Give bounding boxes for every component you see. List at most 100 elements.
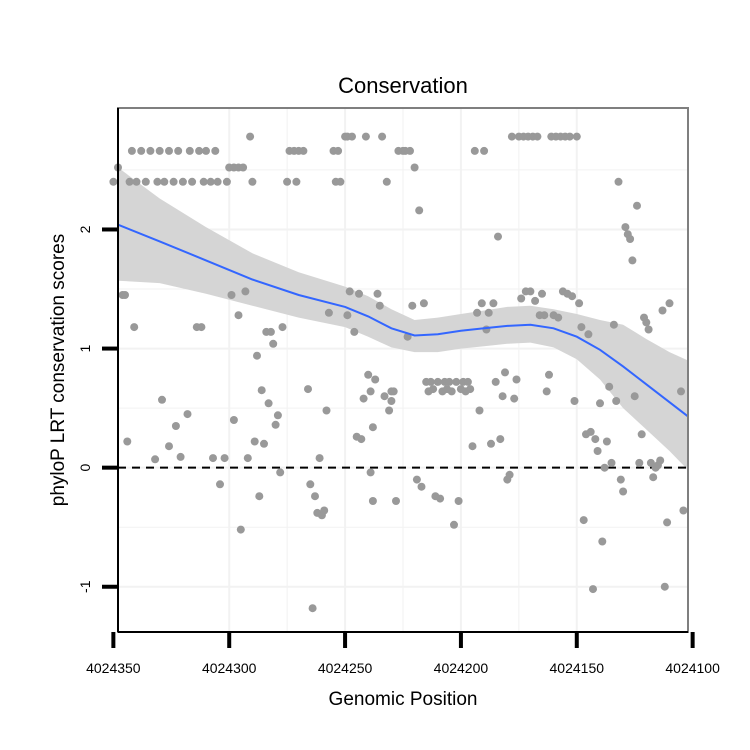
data-point [255,492,264,501]
data-point [473,308,482,317]
data-point [575,299,584,308]
data-point [510,394,519,403]
data-point [637,430,646,439]
data-point [229,416,238,424]
data-point [125,177,134,186]
data-point [419,299,428,308]
data-point [278,323,287,332]
data-point [579,516,588,525]
data-point [498,392,507,401]
data-point [195,146,204,155]
data-point [324,308,333,317]
data-point [283,177,292,186]
data-point [151,455,160,464]
y-tick-label: 2 [77,225,93,233]
data-point [382,177,391,186]
data-point [304,385,312,394]
data-point [227,291,236,299]
data-point [199,177,208,186]
data-point [174,146,183,155]
data-point [452,377,461,386]
data-point [366,387,375,396]
x-tick-label: 4024250 [318,660,373,676]
data-point [572,132,581,141]
data-point [630,392,639,401]
data-point [109,177,118,186]
data-point [614,177,623,186]
y-tick-label: 0 [77,464,93,472]
data-point [292,177,301,186]
data-point [496,435,505,444]
data-point [616,475,625,484]
data-point [554,313,563,322]
data-point [334,146,343,155]
data-point [271,420,280,429]
data-point [322,406,331,415]
data-point [169,177,178,186]
data-point [160,177,169,186]
data-point [299,146,308,155]
data-point [412,475,421,484]
smooth-line-layer [117,223,689,418]
data-point [380,392,389,401]
data-point [619,487,628,496]
data-point [538,289,546,298]
smooth-line [117,223,689,418]
data-point [373,289,382,298]
data-point [568,292,577,301]
data-point [565,132,574,141]
x-tick-label: 4024100 [665,660,720,676]
data-point [153,177,162,186]
data-point [371,375,380,384]
data-point [206,177,215,186]
data-point [626,235,635,243]
data-point [607,458,616,467]
data-point [663,518,672,527]
data-point [311,492,319,501]
data-point [336,177,345,186]
data-point [350,327,359,336]
data-point [359,394,368,403]
y-tick-label: 1 [77,344,93,352]
data-point [656,456,665,465]
data-point [609,320,618,329]
data-point [385,406,394,415]
data-point [222,177,231,186]
data-point [392,497,400,505]
data-point [239,163,248,172]
data-point [589,585,597,594]
y-tick-label: -1 [77,580,93,593]
data-point [665,299,674,308]
data-point [408,301,417,310]
data-point [415,206,424,215]
data-point [417,482,426,491]
data-point [176,452,185,461]
data-point [213,177,222,186]
data-point [368,423,377,432]
data-point [501,368,509,377]
data-point [209,454,217,463]
data-point [211,146,220,155]
data-point [364,370,373,379]
data-point [236,525,245,534]
data-point [241,287,250,296]
data-point [584,330,593,339]
data-point [593,447,602,455]
data-point [505,470,514,479]
data-point [463,377,472,386]
data-point [545,370,553,379]
data-point [426,377,435,386]
data-point [598,537,607,546]
data-point [445,377,454,386]
data-point [489,299,498,308]
data-point [188,177,197,186]
data-point [266,327,275,336]
data-point [406,146,414,155]
data-point [450,520,458,529]
data-point [348,132,356,141]
data-point [466,385,475,394]
data-point [171,422,180,430]
data-point [368,497,377,505]
data-point [132,177,141,186]
data-point [315,454,324,463]
